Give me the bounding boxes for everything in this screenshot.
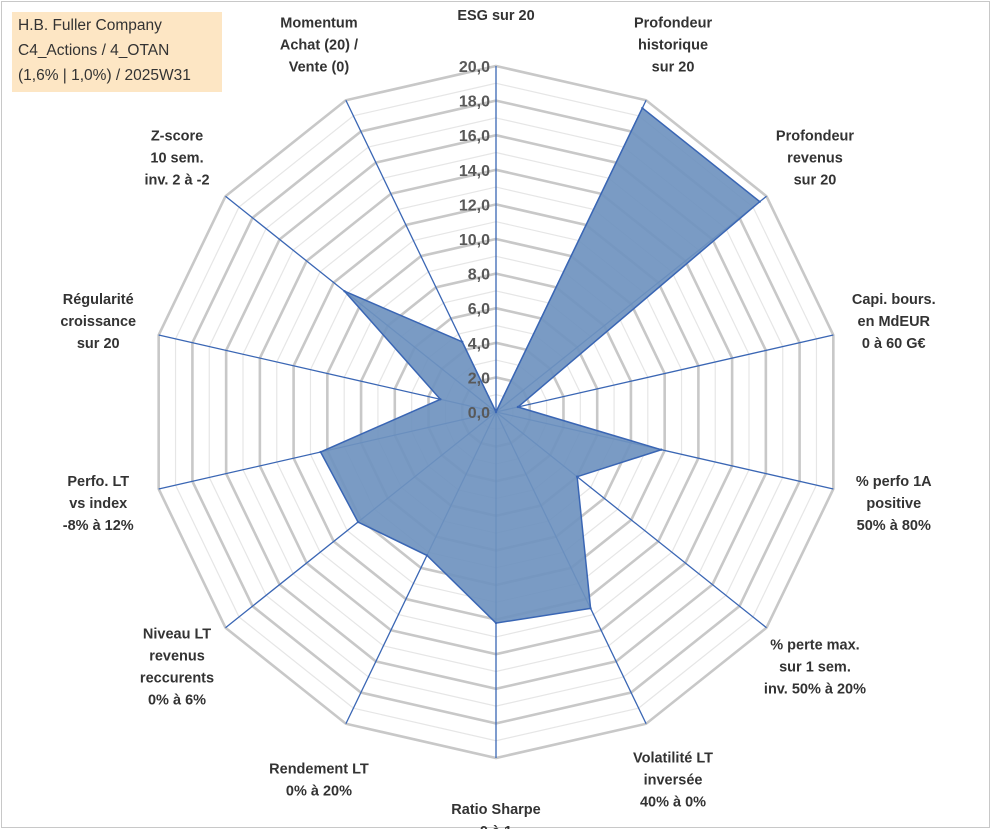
axis-label: Z-score 10 sem. inv. 2 à -2 <box>145 129 210 189</box>
axis-label-line: sur 20 <box>794 173 837 189</box>
axis-label: Note ESG sur 20 <box>457 0 534 24</box>
tick-label: 10,0 <box>459 232 490 249</box>
axis-label-line: vs index <box>69 496 127 512</box>
axis-label: Régularité croissance sur 20 <box>60 292 136 352</box>
data-point <box>319 450 322 454</box>
chart-title-line: H.B. Fuller Company <box>18 17 162 34</box>
axis-label-line: Achat (20) / <box>280 37 358 53</box>
tick-label: 20,0 <box>459 59 490 76</box>
axis-label-line: Note <box>480 0 512 2</box>
axis-label-line: % perte max. <box>770 637 859 653</box>
data-point <box>516 405 520 409</box>
axis-label-line: Z-score <box>151 129 203 145</box>
axis-label-line: Niveau LT <box>143 626 211 642</box>
axis-label: Perfo. LT vs index -8% à 12% <box>63 474 134 534</box>
axis-label: Volatilité LT inversée 40% à 0% <box>633 751 713 811</box>
axis-label: Profondeur revenus sur 20 <box>776 129 854 189</box>
axis-label-line: positive <box>866 496 921 512</box>
axis-label-line: 50% à 80% <box>857 518 931 534</box>
data-point <box>575 475 579 478</box>
axis-label-line: inv. 50% à 20% <box>764 681 866 697</box>
data-point <box>589 607 592 610</box>
axis-label-line: 40% à 0% <box>640 795 706 811</box>
radar-series <box>319 106 761 625</box>
axis-label-line: 0 à 60 G€ <box>862 336 926 352</box>
axis-label-line: Régularité <box>63 292 134 308</box>
axis-label: Profondeur historique sur 20 <box>634 15 712 75</box>
axis-label: % perfo 1A positive 50% à 80% <box>856 474 932 534</box>
tick-label: 4,0 <box>468 336 490 353</box>
chart-title-box: H.B. Fuller Company C4_Actions / 4_OTAN … <box>12 12 222 92</box>
data-point <box>494 621 498 625</box>
tick-label: 8,0 <box>468 267 490 284</box>
axis-label-line: sur 20 <box>77 336 120 352</box>
axis-label: Ratio Sharpe 0 à 1 <box>451 802 540 829</box>
data-point <box>343 289 346 293</box>
axis-label-line: 0% à 6% <box>148 692 206 708</box>
axis-label-line: revenus <box>787 151 843 167</box>
tick-label: 12,0 <box>459 197 490 214</box>
axis-label-line: revenus <box>149 648 205 664</box>
axis-label-line: ESG sur 20 <box>457 8 534 24</box>
data-point <box>425 554 429 557</box>
axis-label-line: croissance <box>60 314 136 330</box>
data-point <box>660 448 663 451</box>
tick-label: 2,0 <box>468 370 490 387</box>
data-point <box>494 410 498 414</box>
axis-label-line: Vente (0) <box>289 59 350 75</box>
tick-label: 0,0 <box>468 405 490 422</box>
axis-label-line: Volatilité LT <box>633 751 713 767</box>
axis-label-line: 0 à 1 <box>480 824 512 829</box>
axis-label-line: % perfo 1A <box>856 474 932 490</box>
axis-label: Capi. bours. en MdEUR 0 à 60 G€ <box>852 292 936 352</box>
axis-label-line: sur 1 sem. <box>779 659 851 675</box>
axis-label-line: Perfo. LT <box>67 474 129 490</box>
axis-label-line: inversée <box>644 773 703 789</box>
axis-label-line: 10 sem. <box>150 151 203 167</box>
data-point <box>758 200 761 203</box>
axis-label-line: inv. 2 à -2 <box>145 173 210 189</box>
axis-label: % perte max. sur 1 sem. inv. 50% à 20% <box>764 637 866 697</box>
axis-label-line: Profondeur <box>776 129 854 145</box>
tick-label: 6,0 <box>468 301 490 318</box>
axis-label-line: 0% à 20% <box>286 784 352 800</box>
tick-label: 18,0 <box>459 94 490 111</box>
axis-label-line: historique <box>638 37 708 53</box>
chart-subtitle-line: (1,6% | 1,0%) / 2025W31 <box>18 67 191 84</box>
tick-label: 14,0 <box>459 163 490 180</box>
axis-label-line: -8% à 12% <box>63 518 134 534</box>
axis-label-line: Momentum <box>280 15 357 31</box>
radar-tick-labels: 0,0 2,0 4,0 6,0 8,0 10,0 12,0 14,0 16,0 18,0 20,0 <box>459 59 490 422</box>
tick-label: 16,0 <box>459 128 490 145</box>
data-point <box>641 106 644 110</box>
axis-label-line: sur 20 <box>652 59 695 75</box>
axis-label-line: reccurents <box>140 670 214 686</box>
data-point <box>356 520 360 524</box>
axis-label-line: en MdEUR <box>858 314 931 330</box>
axis-label: Rendement LT 0% à 20% <box>269 762 369 800</box>
axis-label: Momentum Achat (20) / Vente (0) <box>280 15 358 75</box>
axis-label: Niveau LT revenus reccurents 0% à 6% <box>140 626 214 708</box>
data-point <box>439 398 442 401</box>
data-point <box>461 340 464 344</box>
axis-label-line: Rendement LT <box>269 762 369 778</box>
axis-label-line: Capi. bours. <box>852 292 936 308</box>
radar-spoke <box>495 334 834 413</box>
chart-subtitle-line: C4_Actions / 4_OTAN <box>18 42 170 59</box>
radar-axis-labels: Note ESG sur 20 Profondeur historique sur 20… <box>60 0 935 829</box>
axis-label-line: Ratio Sharpe <box>451 802 540 818</box>
axis-label-line: Profondeur <box>634 15 712 31</box>
